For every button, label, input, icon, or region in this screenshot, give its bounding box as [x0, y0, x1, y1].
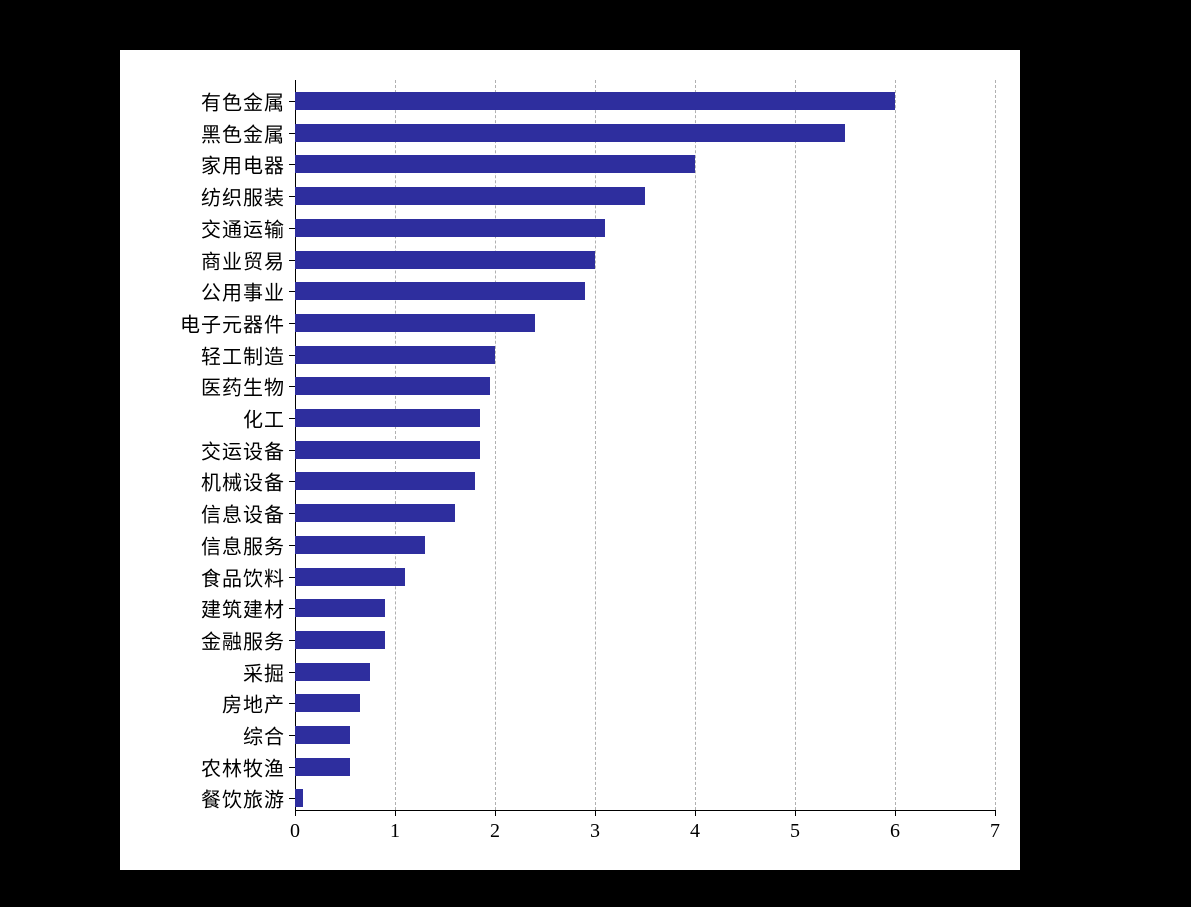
y-tick-label: 食品饮料: [120, 562, 285, 591]
bar: [295, 314, 535, 332]
y-tick-label: 综合: [120, 721, 285, 750]
y-tick-label: 交运设备: [120, 435, 285, 464]
x-tick-label: 5: [790, 820, 800, 843]
x-tick-mark: [395, 810, 396, 816]
bar: [295, 409, 480, 427]
y-tick-label: 有色金属: [120, 87, 285, 116]
x-tick-label: 6: [890, 820, 900, 843]
y-tick-label: 纺织服装: [120, 182, 285, 211]
bar: [295, 155, 695, 173]
bar: [295, 694, 360, 712]
y-tick-label: 餐饮旅游: [120, 784, 285, 813]
y-tick-label: 轻工制造: [120, 340, 285, 369]
x-tick-label: 3: [590, 820, 600, 843]
y-tick-label: 化工: [120, 404, 285, 433]
bar: [295, 536, 425, 554]
gridline: [995, 80, 996, 810]
x-tick-mark: [595, 810, 596, 816]
y-tick-label: 农林牧渔: [120, 752, 285, 781]
bar: [295, 758, 350, 776]
bar: [295, 346, 495, 364]
x-tick-mark: [795, 810, 796, 816]
bar: [295, 441, 480, 459]
bar: [295, 663, 370, 681]
y-tick-label: 黑色金属: [120, 118, 285, 147]
bar: [295, 472, 475, 490]
bar-chart: 0 1 2 3 4 5 6 7 有色金属黑色金属家用电器纺织服装交通运输商业贸易公用事业电子元…: [120, 50, 1020, 870]
y-tick-label: 家用电器: [120, 150, 285, 179]
y-tick-label: 商业贸易: [120, 245, 285, 274]
bar: [295, 504, 455, 522]
bar: [295, 599, 385, 617]
y-tick-label: 机械设备: [120, 467, 285, 496]
x-tick-label: 0: [290, 820, 300, 843]
bar: [295, 726, 350, 744]
x-tick-mark: [995, 810, 996, 816]
gridline: [795, 80, 796, 810]
bar: [295, 631, 385, 649]
bar: [295, 124, 845, 142]
y-tick-label: 建筑建材: [120, 594, 285, 623]
bar: [295, 568, 405, 586]
x-tick-mark: [295, 810, 296, 816]
y-tick-label: 采掘: [120, 657, 285, 686]
x-tick-mark: [495, 810, 496, 816]
gridline: [695, 80, 696, 810]
y-tick-label: 信息服务: [120, 530, 285, 559]
y-tick-label: 信息设备: [120, 499, 285, 528]
bar: [295, 377, 490, 395]
bar: [295, 92, 895, 110]
gridline: [895, 80, 896, 810]
x-tick-label: 1: [390, 820, 400, 843]
x-tick-mark: [695, 810, 696, 816]
bar: [295, 187, 645, 205]
x-tick-label: 2: [490, 820, 500, 843]
bar: [295, 282, 585, 300]
bar: [295, 251, 595, 269]
x-tick-label: 4: [690, 820, 700, 843]
y-tick-label: 医药生物: [120, 372, 285, 401]
y-tick-label: 交通运输: [120, 213, 285, 242]
bar: [295, 789, 303, 807]
x-axis: [295, 810, 995, 811]
x-tick-mark: [895, 810, 896, 816]
y-tick-label: 金融服务: [120, 625, 285, 654]
y-tick-label: 公用事业: [120, 277, 285, 306]
y-tick-label: 房地产: [120, 689, 285, 718]
bar: [295, 219, 605, 237]
x-tick-label: 7: [990, 820, 1000, 843]
y-tick-label: 电子元器件: [120, 308, 285, 337]
